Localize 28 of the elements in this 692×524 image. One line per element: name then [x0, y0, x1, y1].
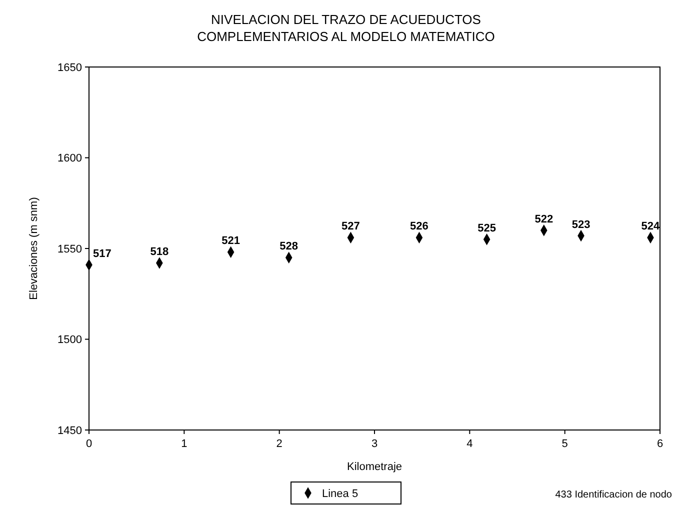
annotation: 524: [641, 220, 661, 233]
y-tick-label: 1600: [58, 152, 82, 165]
x-tick-label: 4: [466, 438, 473, 450]
y-tick-label: 1550: [58, 243, 82, 256]
x-tick-label: 3: [371, 438, 378, 450]
y-axis-title: Elevaciones (m snm): [28, 197, 40, 300]
y-tick-label: 1500: [58, 334, 82, 346]
x-tick-label: 2: [276, 438, 282, 450]
annotation: 526: [410, 220, 428, 233]
annotation: 521: [222, 235, 240, 248]
annotation: 523: [572, 218, 590, 231]
text: 433 Identificacion de nodo: [555, 490, 672, 500]
legend-label: Linea 5: [322, 488, 358, 500]
annotation: 517: [93, 248, 112, 260]
x-tick-label: 6: [656, 438, 664, 450]
y-tick-label: 1450: [58, 424, 82, 437]
annotation: 522: [534, 213, 554, 226]
chart-subtitle: COMPLEMENTARIOS AL MODELO MATEMATICO: [197, 29, 495, 44]
annotation: 525: [478, 222, 496, 234]
chart-title: NIVELACION DEL TRAZO DE ACUEDUCTOS: [211, 12, 482, 27]
annotation: 518: [150, 246, 169, 258]
x-tick-label: 5: [562, 438, 568, 450]
x-tick-label: 0: [86, 438, 92, 450]
x-axis-title: Kilometraje: [346, 461, 402, 473]
x-tick-label: 1: [181, 438, 188, 450]
y-tick-label: 1650: [58, 62, 82, 74]
annotation: 527: [342, 220, 360, 233]
annotation: 528: [280, 240, 298, 253]
